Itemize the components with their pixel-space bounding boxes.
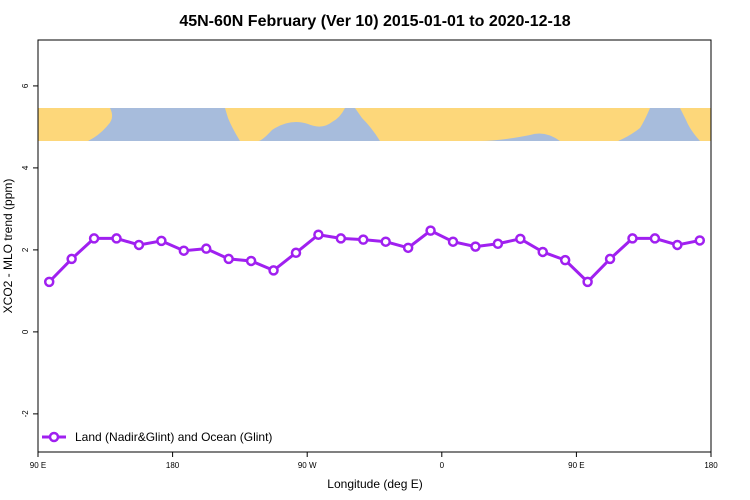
data-point bbox=[133, 239, 145, 251]
data-point bbox=[43, 276, 55, 288]
data-point bbox=[492, 238, 504, 249]
data-point bbox=[672, 239, 683, 251]
plot-frame bbox=[37, 39, 712, 453]
data-point bbox=[335, 233, 347, 244]
data-point bbox=[358, 234, 369, 245]
x-tick-label: 180 bbox=[704, 461, 718, 470]
y-axis-label: XCO2 - MLO trend (ppm) bbox=[1, 179, 15, 314]
data-point bbox=[380, 236, 391, 247]
data-point bbox=[111, 233, 122, 244]
data-point bbox=[88, 233, 100, 244]
legend-marker bbox=[48, 431, 60, 443]
series-line bbox=[48, 228, 701, 284]
data-point bbox=[66, 253, 77, 265]
x-tick-label: 180 bbox=[166, 461, 180, 470]
legend-label: Land (Nadir&Glint) and Ocean (Glint) bbox=[75, 430, 272, 444]
chart-title: 45N-60N February (Ver 10) 2015-01-01 to … bbox=[179, 13, 570, 30]
data-point bbox=[515, 233, 526, 245]
y-tick-label: 0 bbox=[21, 329, 30, 334]
x-tick-label: 90 W bbox=[298, 461, 317, 470]
data-point bbox=[223, 253, 234, 265]
data-point bbox=[425, 225, 436, 236]
data-point bbox=[582, 276, 593, 288]
y-tick-label: 2 bbox=[21, 247, 30, 252]
data-point bbox=[201, 243, 212, 254]
data-point bbox=[559, 254, 571, 266]
x-axis-label: Longitude (deg E) bbox=[327, 477, 422, 491]
data-point bbox=[537, 246, 548, 258]
x-tick-label: 0 bbox=[440, 461, 445, 470]
data-point bbox=[447, 236, 459, 247]
legend: Land (Nadir&Glint) and Ocean (Glint) bbox=[42, 430, 272, 444]
data-point bbox=[245, 255, 257, 267]
data-point bbox=[627, 233, 638, 244]
data-point bbox=[156, 235, 167, 247]
data-point bbox=[402, 242, 414, 254]
data-point bbox=[290, 247, 302, 259]
data-point bbox=[694, 235, 706, 246]
x-tick-label: 90 E bbox=[30, 461, 46, 470]
data-point bbox=[178, 245, 190, 256]
y-tick-label: 4 bbox=[21, 165, 30, 170]
data-point bbox=[604, 253, 616, 265]
data-point bbox=[268, 265, 279, 276]
x-tick-label: 90 E bbox=[568, 461, 584, 470]
y-tick-label: -2 bbox=[21, 410, 30, 418]
data-point bbox=[470, 241, 481, 252]
data-point bbox=[649, 233, 661, 244]
map-strip bbox=[38, 108, 711, 141]
y-tick-label: 6 bbox=[21, 83, 30, 88]
data-point bbox=[313, 229, 324, 240]
